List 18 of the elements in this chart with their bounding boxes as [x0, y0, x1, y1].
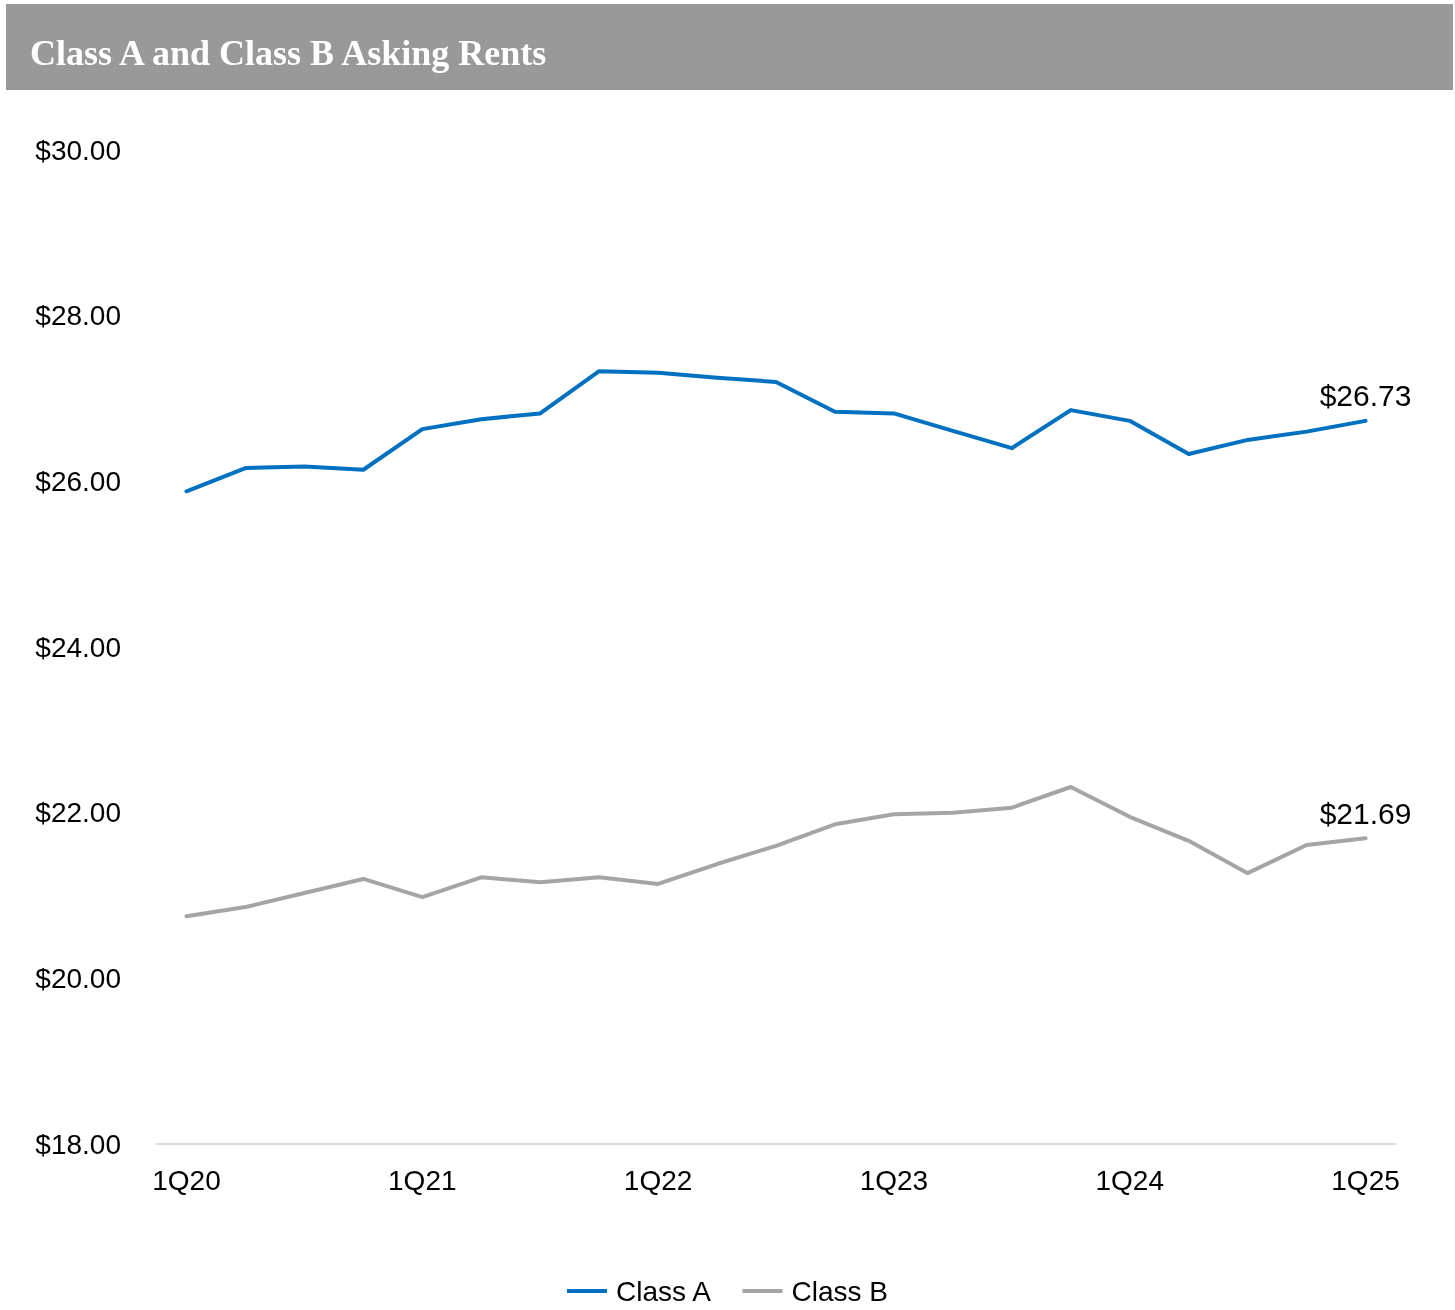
data-label: $21.69	[1319, 796, 1412, 830]
y-tick-label: $22.00	[35, 797, 121, 829]
legend-label: Class A	[616, 1275, 712, 1307]
y-tick-label: $26.00	[35, 465, 121, 497]
y-tick-label: $28.00	[35, 300, 121, 332]
legend-label: Class B	[791, 1275, 888, 1307]
x-tick-label: 1Q22	[623, 1164, 693, 1196]
data-label: $26.73	[1319, 379, 1412, 413]
y-tick-label: $24.00	[35, 631, 121, 663]
y-tick-label: $20.00	[35, 962, 121, 994]
x-tick-label: 1Q23	[859, 1164, 929, 1196]
x-tick-label: 1Q21	[388, 1164, 457, 1196]
chart-title: Class A and Class B Asking Rents	[6, 4, 1453, 90]
y-tick-label: $30.00	[35, 134, 121, 166]
x-tick-label: 1Q25	[1331, 1164, 1400, 1196]
y-tick-label: $18.00	[35, 1128, 121, 1160]
x-tick-label: 1Q24	[1095, 1164, 1164, 1196]
x-tick-label: 1Q20	[152, 1164, 221, 1196]
